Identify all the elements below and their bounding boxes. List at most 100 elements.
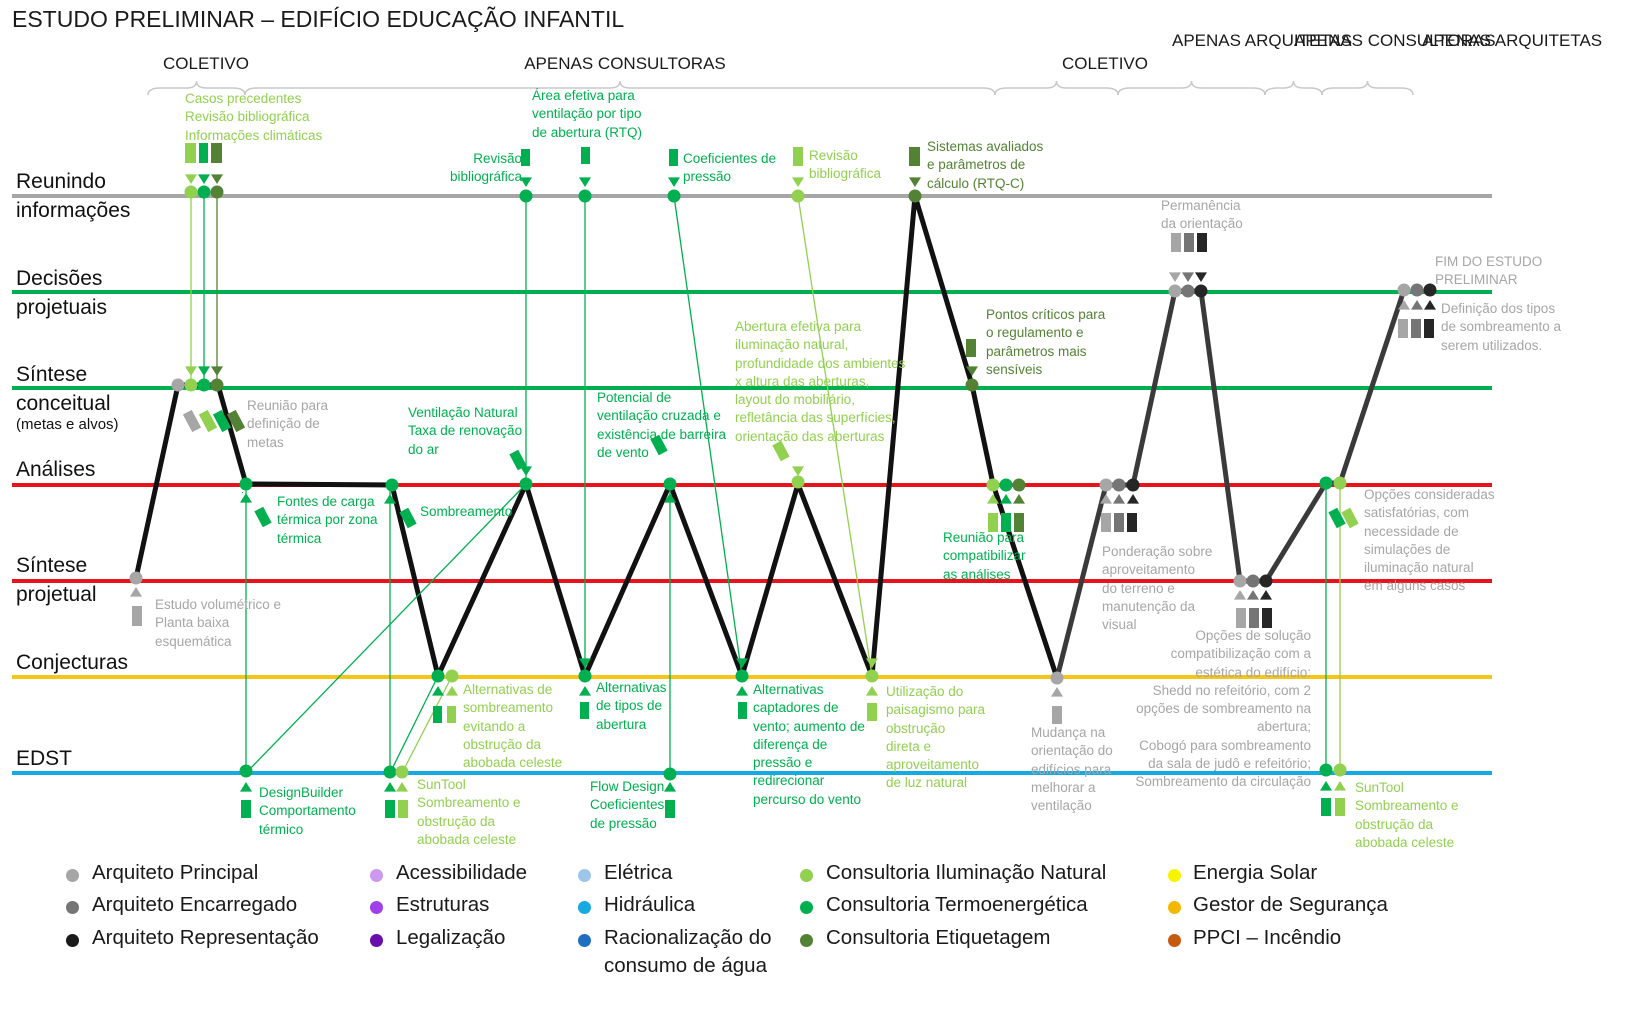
process-node [1333,763,1347,777]
participant-marker [1101,513,1111,532]
arrow-head [1127,494,1139,504]
note-alt-sombreamento: Alternativas de sombreamento evitando a … [463,682,563,771]
process-node [239,764,253,778]
stage-label: Análises [16,458,96,481]
participant-marker [580,702,589,719]
note-sistemas: Sistemas avaliados e parâmetros de cálcu… [927,139,1044,191]
legend-label: Acessibilidade [396,861,528,884]
process-node [445,669,459,683]
process-node [791,475,805,489]
arrow-head [1169,272,1181,282]
diagram-title: ESTUDO PRELIMINAR – EDIFÍCIO EDUCAÇÃO IN… [12,6,625,32]
participant-marker [1262,608,1272,628]
process-node [1259,574,1273,588]
process-node [1397,283,1411,297]
process-node [1112,478,1126,492]
legend-label: Gestor de Segurança [1193,893,1388,916]
note-fim: FIM DO ESTUDO PRELIMINAR [1435,254,1543,288]
participant-marker [199,143,208,163]
arrow-head [1234,590,1246,600]
arrow-head [1100,494,1112,504]
arrow-head [736,658,748,668]
arrow-head [1000,494,1012,504]
arrow-head [185,366,197,376]
participant-marker [966,339,976,357]
legend-marker [800,901,813,914]
participant-marker [398,800,408,818]
process-node [578,189,592,203]
arrow-head [384,494,396,504]
process-node [735,669,749,683]
process-node [1099,478,1113,492]
legend-label: Consultoria Termoenergética [826,893,1088,916]
legend-marker [800,869,813,882]
participant-marker [1335,798,1345,816]
process-node [519,477,533,491]
participant-marker [509,449,527,471]
group-label: APENAS ARQUITETAS [1172,31,1353,50]
arrow-head [520,466,532,476]
legend-marker [370,934,383,947]
participant-marker [198,409,218,433]
process-node [431,669,445,683]
note-precedentes: Casos precedentes Revisão bibliográfica … [185,91,323,143]
process-node [1319,763,1333,777]
legend-label: Legalização [396,926,506,949]
process-node [663,767,677,781]
process-node [986,478,1000,492]
note-reuniao-metas: Reunião para definição de metas [247,398,329,450]
process-node [865,669,879,683]
process-node [239,477,253,491]
legend-label: Consultoria Iluminação Natural [826,861,1107,884]
stage-label: Síntese projetual [16,554,97,606]
participant-marker [1249,608,1259,628]
note-potencial: Potencial de ventilação cruzada e existê… [597,390,727,460]
arrow-head [792,466,804,476]
arrow-head [1424,300,1436,310]
connection-line [245,483,527,774]
process-path-black [133,193,1060,679]
legend-label: Energia Solar [1193,861,1318,884]
arrow-head [579,658,591,668]
participant-marker [1236,608,1246,628]
arrow-head [664,782,676,792]
participant-marker [1398,319,1408,338]
participant-marker [254,506,272,528]
note-revisao-1: Revisão bibliográfica [449,151,522,185]
participant-marker [521,149,530,166]
note-area-efetiva: Área efetiva para ventilação por tipo de… [532,88,643,140]
participant-marker [1052,706,1062,724]
note-opcoes-satisfatorias: Opções consideradas satisfatórias, com n… [1364,487,1495,594]
stage-label: Síntese conceitual [16,363,111,415]
process-node [1194,284,1208,298]
process-node [197,378,211,392]
legend-marker [1168,869,1181,882]
note-suntool-2: SunTool Sombreamento e obstrução da abob… [1355,780,1459,850]
arrow-head [130,587,142,597]
legend-marker [370,869,383,882]
legend-marker [66,934,79,947]
participant-marker [385,800,395,818]
participant-marker [581,147,590,164]
participant-marker [1424,319,1434,338]
group-brace [994,80,1119,96]
legend-marker [66,869,79,882]
group-label: COLETIVO [163,54,249,73]
legend-label: Arquiteto Principal [92,861,259,884]
process-node [210,185,224,199]
legend-marker [1168,901,1181,914]
participant-marker [1014,513,1024,532]
note-alt-abertura: Alternativas de tipos de abertura [596,680,667,732]
note-abertura-efetiva: Abertura efetiva para iluminação natural… [735,319,906,444]
process-node [1423,283,1437,297]
arrow-head [579,686,591,696]
arrow-head [211,366,223,376]
participant-marker [242,492,243,493]
participant-marker [1127,513,1137,532]
note-coeficientes: Coeficientes de pressão [683,151,777,185]
participant-marker [433,706,442,723]
arrow-head [1195,272,1207,282]
note-flow-design: Flow Design Coeficientes de pressão [590,779,665,831]
group-brace [244,80,996,96]
arrow-head [432,686,444,696]
